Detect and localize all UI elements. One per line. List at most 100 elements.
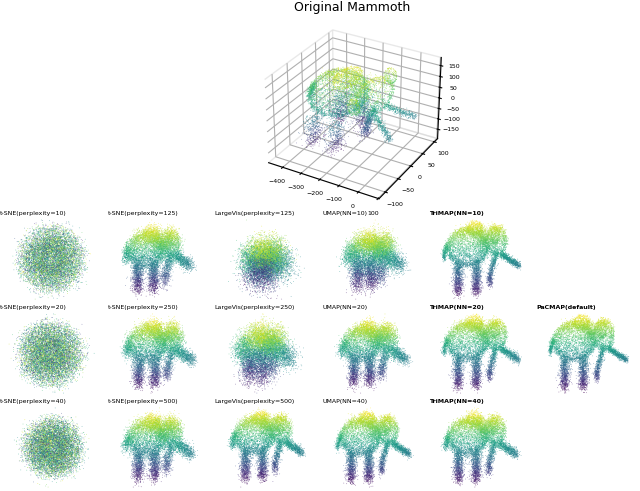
Point (152, 327, 162, 335)
Point (490, 222, 500, 230)
Point (491, 254, 501, 262)
Point (134, 465, 144, 473)
Point (592, 357, 602, 365)
Point (345, 353, 355, 361)
Point (499, 343, 509, 351)
Point (490, 444, 500, 452)
Point (237, 345, 248, 353)
Point (375, 329, 385, 337)
Point (371, 235, 381, 243)
Point (598, 333, 609, 341)
Point (384, 327, 394, 335)
Point (369, 238, 379, 246)
Point (68, 336, 78, 344)
Point (588, 345, 598, 353)
Point (556, 381, 566, 389)
Point (561, 358, 572, 366)
Point (493, 249, 503, 257)
Point (348, 260, 358, 268)
Point (367, 414, 377, 422)
Point (487, 324, 497, 331)
Point (158, 333, 168, 341)
Point (55, 455, 65, 463)
Point (355, 420, 365, 428)
Point (364, 283, 374, 291)
Point (366, 447, 376, 455)
Point (280, 357, 290, 365)
Point (365, 239, 376, 246)
Point (241, 425, 252, 433)
Point (588, 321, 598, 329)
Point (477, 421, 488, 429)
Point (362, 327, 372, 334)
Point (348, 379, 358, 387)
Point (463, 226, 473, 234)
Point (368, 354, 378, 361)
Point (495, 335, 505, 343)
Point (156, 350, 166, 357)
Point (396, 443, 406, 451)
Point (458, 262, 468, 270)
Point (346, 349, 356, 357)
Point (580, 376, 590, 384)
Point (35, 343, 45, 351)
Point (477, 228, 487, 236)
Point (577, 358, 588, 366)
Point (34, 448, 44, 456)
Point (352, 331, 362, 339)
Point (474, 458, 484, 466)
Point (249, 350, 259, 358)
Point (351, 355, 362, 363)
Point (60, 273, 70, 281)
Point (350, 469, 360, 477)
Point (400, 449, 410, 457)
Point (164, 418, 174, 426)
Point (562, 363, 572, 371)
Point (462, 419, 472, 427)
Point (138, 415, 148, 423)
Point (388, 256, 399, 264)
Point (257, 280, 267, 288)
Point (256, 427, 266, 435)
Point (349, 448, 360, 456)
Point (188, 352, 198, 359)
Point (141, 340, 152, 348)
Point (350, 448, 360, 456)
Point (38, 265, 49, 273)
Point (255, 258, 265, 266)
Point (452, 472, 462, 480)
Point (182, 452, 192, 460)
Point (133, 281, 143, 289)
Point (60, 337, 70, 345)
Point (57, 380, 67, 388)
Point (581, 325, 591, 333)
Point (480, 328, 490, 336)
Point (470, 280, 480, 288)
Point (284, 439, 294, 447)
Point (375, 272, 385, 279)
Point (378, 325, 388, 332)
Point (28, 351, 38, 359)
Point (354, 263, 364, 271)
Point (373, 335, 383, 343)
Point (459, 448, 469, 456)
Point (140, 422, 150, 430)
Point (372, 253, 382, 261)
Point (169, 346, 179, 354)
Point (252, 364, 262, 372)
Point (259, 266, 269, 274)
Point (164, 449, 175, 457)
Point (44, 343, 54, 351)
Point (124, 235, 134, 243)
Point (139, 268, 149, 276)
Point (444, 424, 454, 432)
Point (484, 235, 494, 243)
Point (146, 251, 156, 259)
Point (485, 275, 495, 283)
Point (254, 338, 264, 346)
Point (487, 360, 497, 368)
Point (372, 426, 383, 434)
Point (372, 332, 382, 340)
Point (604, 323, 614, 330)
Point (33, 460, 43, 467)
